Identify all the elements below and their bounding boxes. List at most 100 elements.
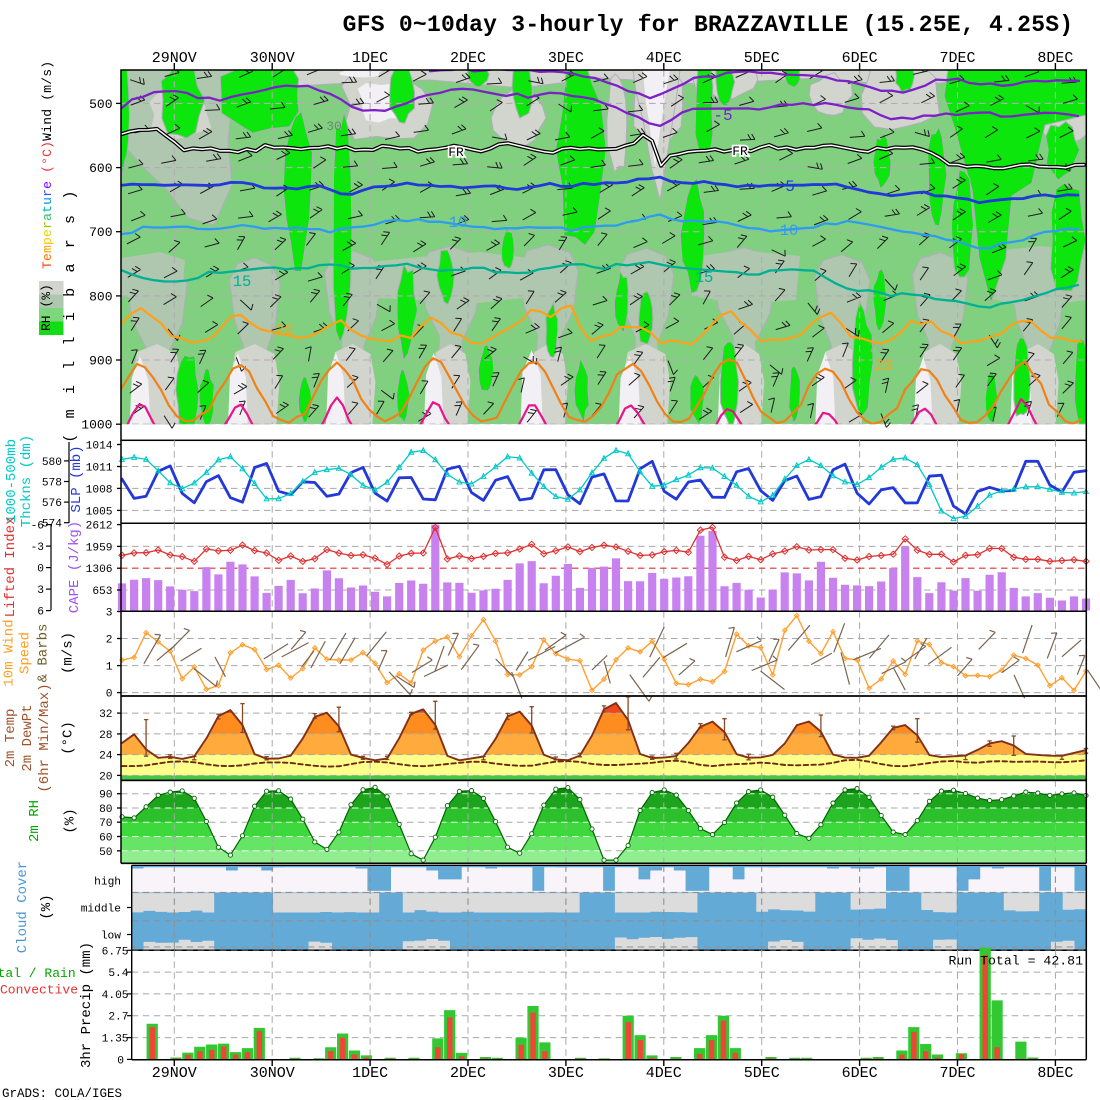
svg-text:1005: 1005 [86, 506, 113, 518]
svg-text:Temperature (°C)Wind (m/s): Temperature (°C)Wind (m/s) [40, 61, 55, 269]
svg-text:1008: 1008 [86, 484, 113, 496]
svg-text:10: 10 [780, 222, 799, 240]
svg-text:1DEC: 1DEC [352, 1065, 388, 1082]
svg-text:(millibars): (millibars) [62, 175, 79, 442]
svg-text:700: 700 [89, 225, 112, 240]
svg-text:2m DewPt: 2m DewPt [20, 704, 36, 771]
svg-text:0: 0 [37, 564, 44, 576]
svg-text:20: 20 [875, 357, 894, 375]
svg-text:80: 80 [99, 804, 113, 816]
svg-text:30NOV: 30NOV [250, 50, 295, 67]
svg-text:Convective: Convective [0, 983, 78, 998]
svg-text:10m Wind: 10m Wind [2, 619, 18, 686]
svg-text:Cloud Cover: Cloud Cover [15, 861, 31, 953]
svg-text:Lifted Index: Lifted Index [3, 517, 19, 618]
svg-text:Run Total = 42.81: Run Total = 42.81 [948, 954, 1083, 969]
svg-text:2.7: 2.7 [108, 1012, 128, 1024]
svg-text:4.05: 4.05 [102, 990, 129, 1002]
svg-text:20: 20 [99, 771, 113, 783]
svg-text:70: 70 [868, 341, 884, 356]
svg-text:0: 0 [106, 689, 113, 701]
svg-text:6: 6 [37, 607, 44, 619]
svg-text:4DEC: 4DEC [646, 50, 682, 67]
svg-text:15: 15 [233, 273, 252, 291]
svg-text:15: 15 [695, 269, 714, 287]
svg-text:Thckns (dm): Thckns (dm) [19, 435, 35, 527]
svg-text:low: low [101, 931, 121, 943]
svg-text:1: 1 [106, 662, 113, 674]
svg-text:1011: 1011 [86, 463, 113, 475]
svg-text:GFS 0~10day 3-hourly for BRAZZ: GFS 0~10day 3-hourly for BRAZZAVILLE (15… [343, 12, 1074, 38]
svg-text:1DEC: 1DEC [352, 50, 388, 67]
svg-text:high: high [94, 877, 121, 889]
svg-text:-3: -3 [31, 542, 44, 554]
svg-text:5.4: 5.4 [108, 968, 128, 980]
svg-text:578: 578 [42, 478, 62, 490]
svg-text:(%): (%) [63, 808, 79, 833]
svg-text:5DEC: 5DEC [744, 1065, 780, 1082]
svg-text:600: 600 [89, 161, 112, 176]
svg-text:(°C): (°C) [61, 721, 77, 755]
svg-text:-6: -6 [31, 521, 44, 533]
svg-text:7DEC: 7DEC [939, 1065, 975, 1082]
svg-text:24: 24 [99, 751, 113, 763]
svg-text:7DEC: 7DEC [939, 50, 975, 67]
svg-text:1306: 1306 [86, 564, 113, 576]
svg-text:576: 576 [42, 498, 62, 510]
svg-text:28: 28 [99, 730, 112, 742]
svg-text:800: 800 [89, 289, 112, 304]
svg-text:6DEC: 6DEC [842, 50, 878, 67]
svg-text:(6hr Min/Max): (6hr Min/Max) [37, 683, 53, 792]
svg-text:500: 500 [89, 97, 112, 112]
svg-text:70: 70 [99, 818, 113, 830]
svg-text:4DEC: 4DEC [646, 1065, 682, 1082]
svg-text:1000-500mb: 1000-500mb [4, 439, 20, 523]
svg-text:8DEC: 8DEC [1037, 1065, 1073, 1082]
svg-text:2: 2 [106, 635, 113, 647]
svg-text:6.75: 6.75 [102, 946, 129, 958]
svg-text:3DEC: 3DEC [548, 1065, 584, 1082]
svg-text:(m/s): (m/s) [61, 632, 77, 674]
svg-text:SLP (mb): SLP (mb) [69, 445, 85, 512]
svg-text:3: 3 [106, 608, 113, 620]
svg-text:2612: 2612 [86, 521, 113, 533]
svg-text:-5: -5 [713, 107, 732, 125]
svg-text:CAPE (J/kg): CAPE (J/kg) [67, 521, 83, 613]
svg-text:900: 900 [89, 354, 112, 369]
svg-text:2m RH: 2m RH [27, 800, 43, 842]
svg-text:30NOV: 30NOV [250, 1065, 295, 1082]
svg-text:90: 90 [99, 790, 113, 802]
svg-text:Total / Rain: Total / Rain [0, 966, 76, 981]
svg-text:574: 574 [42, 519, 62, 531]
svg-text:580: 580 [42, 457, 62, 469]
svg-text:1000: 1000 [81, 418, 112, 433]
svg-text:5: 5 [785, 178, 795, 196]
svg-text:60: 60 [99, 833, 113, 845]
svg-text:2DEC: 2DEC [450, 1065, 486, 1082]
svg-text:30: 30 [326, 119, 342, 134]
svg-text:FR: FR [448, 145, 464, 160]
svg-text:middle: middle [81, 904, 121, 916]
svg-text:5DEC: 5DEC [744, 50, 780, 67]
svg-text:29NOV: 29NOV [152, 1065, 197, 1082]
svg-text:3DEC: 3DEC [548, 50, 584, 67]
svg-text:GrADS: COLA/IGES: GrADS: COLA/IGES [2, 1087, 122, 1100]
svg-text:8DEC: 8DEC [1037, 50, 1073, 67]
svg-text:29NOV: 29NOV [152, 50, 197, 67]
svg-text:FR: FR [732, 144, 748, 159]
svg-text:3hr Precip (mm): 3hr Precip (mm) [79, 942, 95, 1068]
svg-text:50: 50 [99, 847, 113, 859]
svg-text:1014: 1014 [86, 441, 113, 453]
svg-text:2m Temp: 2m Temp [3, 709, 19, 768]
svg-text:32: 32 [99, 709, 112, 721]
svg-text:1959: 1959 [86, 542, 113, 554]
svg-text:20: 20 [275, 322, 294, 340]
svg-text:653: 653 [92, 586, 112, 598]
svg-text:1.35: 1.35 [102, 1034, 129, 1046]
svg-text:& Barbs: & Barbs [36, 624, 52, 683]
svg-text:3: 3 [37, 585, 44, 597]
svg-text:Speed: Speed [18, 632, 34, 674]
svg-text:RH (%): RH (%) [39, 284, 54, 331]
svg-text:0: 0 [117, 1055, 124, 1067]
svg-text:2DEC: 2DEC [450, 50, 486, 67]
